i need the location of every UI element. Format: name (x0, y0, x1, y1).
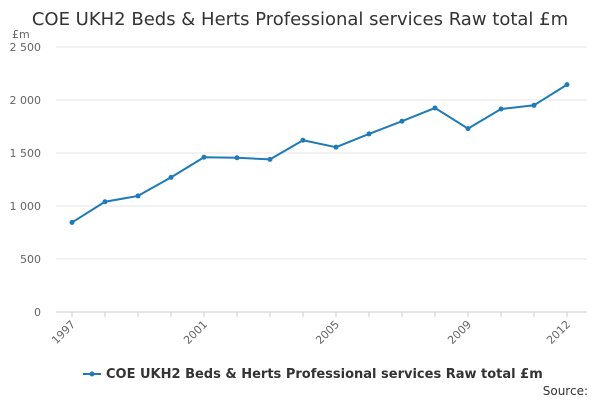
data-point[interactable] (69, 219, 75, 225)
data-point[interactable] (432, 105, 438, 111)
y-tick-label: 500 (20, 253, 41, 266)
series-line (71, 83, 568, 224)
y-tick-label: 1 000 (10, 200, 42, 213)
data-point[interactable] (234, 155, 240, 161)
y-tick-label: 0 (34, 306, 41, 319)
data-point[interactable] (564, 82, 570, 88)
data-point[interactable] (399, 118, 405, 124)
data-point[interactable] (201, 154, 207, 160)
source-label: Source: (543, 384, 588, 398)
data-point[interactable] (300, 137, 306, 143)
data-point[interactable] (498, 106, 504, 112)
data-point[interactable] (333, 144, 339, 150)
data-point[interactable] (465, 126, 471, 132)
data-point[interactable] (366, 131, 372, 137)
data-point[interactable] (135, 193, 141, 199)
x-tick-label: 2012 (544, 318, 573, 347)
x-tick-label: 2009 (445, 318, 474, 347)
x-tick-label: 2005 (313, 318, 342, 347)
y-tick-label: 2 000 (10, 94, 42, 107)
y-tick-label: 1 500 (10, 147, 42, 160)
y-tick-label: 2 500 (10, 41, 42, 54)
x-tick-label: 1997 (49, 318, 78, 347)
legend[interactable]: COE UKH2 Beds & Herts Professional servi… (83, 367, 543, 382)
legend-marker-icon (89, 371, 95, 377)
chart-title: COE UKH2 Beds & Herts Professional servi… (32, 9, 568, 30)
series-group (69, 82, 570, 225)
gridlines (56, 46, 587, 260)
y-axis-ticks: 0 500 1 000 1 500 2 000 2 500 (10, 41, 42, 319)
legend-label: COE UKH2 Beds & Herts Professional servi… (106, 367, 543, 382)
x-tick-label: 2001 (181, 318, 210, 347)
data-point[interactable] (531, 102, 537, 108)
data-point[interactable] (168, 174, 174, 180)
data-point[interactable] (267, 156, 273, 162)
y-axis-unit-label: £m (12, 28, 30, 41)
data-point[interactable] (102, 199, 108, 205)
x-axis: 1997 2001 2005 2009 2012 (49, 311, 587, 347)
